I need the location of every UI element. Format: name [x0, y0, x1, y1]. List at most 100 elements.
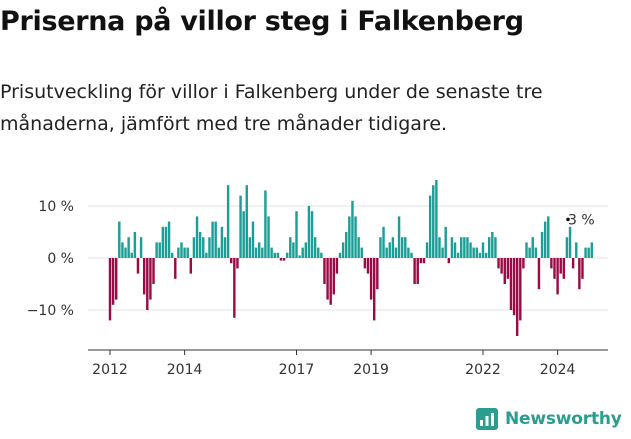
- bar: [562, 258, 566, 279]
- bar: [211, 221, 214, 258]
- bar: [310, 211, 314, 258]
- annotation-dot: [566, 217, 570, 222]
- bar: [251, 221, 255, 258]
- bar: [509, 258, 513, 310]
- bar: [341, 242, 345, 258]
- bar: [174, 258, 177, 279]
- bar: [273, 252, 276, 258]
- bar: [186, 247, 189, 258]
- axes: 10 % 0 % −10 % 2012 2014 2017 2019 2022 2024: [27, 199, 608, 378]
- bar: [276, 252, 280, 258]
- bar: [515, 258, 519, 336]
- bar: [435, 180, 438, 258]
- bar: [208, 237, 211, 258]
- bar: [245, 185, 248, 258]
- bar: [323, 258, 326, 284]
- bar: [133, 232, 137, 258]
- bar: [289, 237, 292, 258]
- bar: [568, 226, 572, 258]
- bar: [230, 258, 233, 264]
- bar: [382, 226, 385, 258]
- bar: [257, 242, 261, 258]
- bar: [155, 242, 158, 258]
- bar: [338, 252, 342, 258]
- bar: [410, 252, 413, 258]
- bar: [559, 258, 562, 274]
- bar: [447, 258, 451, 264]
- bar: [348, 216, 351, 258]
- bar: [121, 242, 124, 258]
- bar: [503, 258, 506, 284]
- bar: [136, 258, 140, 274]
- bar: [264, 190, 267, 258]
- bar: [379, 237, 382, 258]
- bar: [335, 258, 339, 274]
- bar: [158, 242, 161, 258]
- bar: [428, 195, 432, 258]
- bar: [373, 258, 376, 321]
- bar: [519, 258, 522, 321]
- bar: [220, 226, 224, 258]
- bar: [152, 258, 155, 284]
- bar: [460, 237, 463, 258]
- bar: [419, 258, 423, 264]
- bar: [587, 247, 590, 258]
- bar: [189, 258, 193, 274]
- bar: [584, 247, 587, 258]
- x-tick-label: 2017: [279, 362, 315, 378]
- bar: [506, 258, 510, 279]
- bar: [456, 252, 460, 258]
- bar: [304, 242, 308, 258]
- bar: [578, 258, 581, 290]
- bar: [531, 237, 534, 258]
- bar: [397, 216, 401, 258]
- bar: [180, 242, 183, 258]
- bar: [332, 258, 336, 295]
- bar: [369, 258, 373, 300]
- bar: [183, 247, 186, 258]
- y-tick-label: 0 %: [47, 251, 74, 267]
- bar: [547, 216, 550, 258]
- bar: [301, 247, 304, 258]
- y-tick-label: −10 %: [27, 303, 74, 319]
- bar: [388, 242, 391, 258]
- bar: [292, 242, 295, 258]
- bar: [453, 242, 457, 258]
- bar: [127, 237, 130, 258]
- bar: [528, 247, 531, 258]
- bar: [575, 242, 578, 258]
- bar: [550, 258, 553, 269]
- bar: [170, 252, 174, 258]
- bar: [354, 216, 357, 258]
- bar: [540, 232, 544, 258]
- bar: [198, 232, 202, 258]
- bar: [556, 258, 559, 295]
- bar: [167, 221, 171, 258]
- chart-title: Priserna på villor steg i Falkenberg: [0, 6, 524, 37]
- bar: [313, 237, 317, 258]
- bar: [525, 242, 528, 258]
- bar: [124, 247, 127, 258]
- brand-name: Newsworthy: [505, 409, 622, 429]
- bar: [202, 237, 205, 258]
- bar: [537, 258, 541, 290]
- x-tick-label: 2014: [167, 362, 203, 378]
- bar: [400, 237, 404, 258]
- bar: [394, 247, 398, 258]
- bar: [444, 226, 447, 258]
- y-tick-label: 10 %: [38, 199, 74, 215]
- bar: [484, 252, 488, 258]
- bar: [363, 258, 367, 269]
- bar: [236, 258, 239, 269]
- bar: [413, 258, 416, 284]
- bar: [248, 237, 252, 258]
- bar: [432, 185, 435, 258]
- bar: [360, 247, 363, 258]
- bar: [223, 237, 227, 258]
- bar: [217, 247, 220, 258]
- bar: [565, 237, 569, 258]
- bar: [441, 247, 444, 258]
- bar: [425, 242, 429, 258]
- bar: [317, 247, 320, 258]
